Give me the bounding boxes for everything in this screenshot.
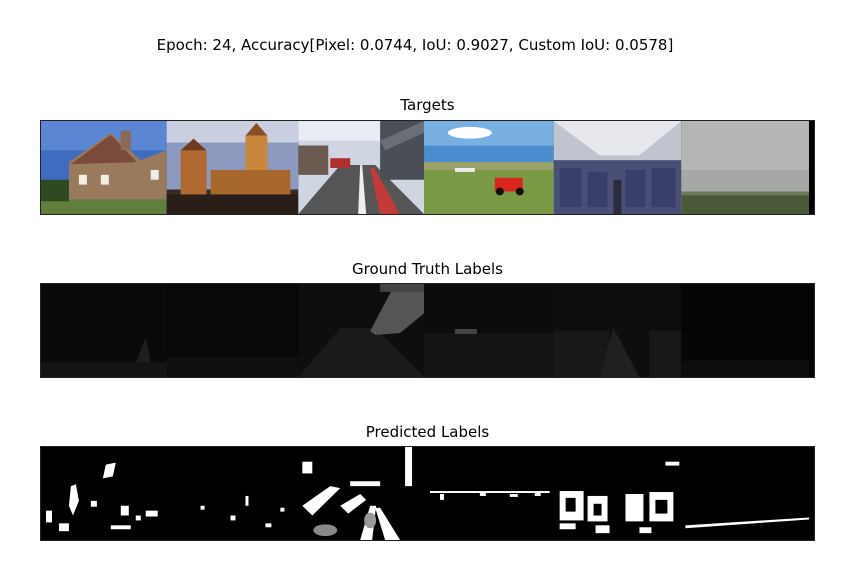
target-image-street <box>298 121 425 214</box>
targets-strip <box>40 120 815 215</box>
target-image-field <box>424 121 554 214</box>
pred-mask-fog <box>685 517 810 529</box>
figure-title: Epoch: 24, Accuracy[Pixel: 0.0744, IoU: … <box>156 36 674 54</box>
pred-mask-street <box>302 447 413 540</box>
pred-mask-house <box>45 462 158 532</box>
target-image-cabin <box>553 121 682 214</box>
pred-mask-field <box>429 491 550 500</box>
gt-mask-street <box>298 284 425 377</box>
gt-mask-cabin <box>553 284 682 377</box>
ground-truth-title: Ground Truth Labels <box>351 260 503 278</box>
ground-truth-strip <box>40 283 815 378</box>
pred-mask-castle <box>200 495 285 528</box>
target-image-house <box>41 121 167 214</box>
predicted-title: Predicted Labels <box>365 423 490 441</box>
predicted-strip <box>40 446 815 541</box>
target-image-castle <box>166 121 299 214</box>
target-image-fog <box>681 121 814 214</box>
gt-mask-fog <box>681 284 814 377</box>
gt-mask-castle <box>166 284 299 377</box>
gt-mask-house <box>41 284 167 377</box>
targets-title: Targets <box>400 96 455 114</box>
gt-mask-field <box>424 284 554 377</box>
pred-mask-cabin <box>559 461 680 534</box>
